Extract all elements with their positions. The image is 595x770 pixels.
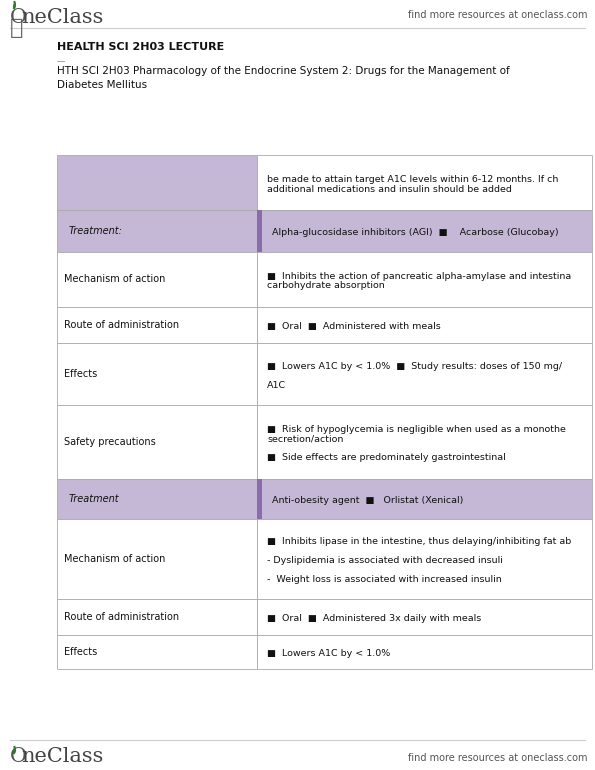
Bar <box>57 155 257 210</box>
Text: Anti-obesity agent  ■   Orlistat (Xenical): Anti-obesity agent ■ Orlistat (Xenical) <box>272 496 464 505</box>
Text: ■  Inhibits the action of pancreatic alpha-amylase and intestina: ■ Inhibits the action of pancreatic alph… <box>267 272 571 281</box>
Text: Mechanism of action: Mechanism of action <box>64 274 165 284</box>
Text: ■  Lowers A1C by < 1.0%  ■  Study results: doses of 150 mg/: ■ Lowers A1C by < 1.0% ■ Study results: … <box>267 362 562 370</box>
Text: O: O <box>10 8 27 27</box>
Bar <box>57 635 257 669</box>
Bar <box>57 405 257 479</box>
Text: HEALTH SCI 2H03 LECTURE: HEALTH SCI 2H03 LECTURE <box>57 42 224 52</box>
Text: ■  Risk of hypoglycemia is negligible when used as a monothe: ■ Risk of hypoglycemia is negligible whe… <box>267 425 566 434</box>
Bar <box>57 210 257 252</box>
Text: neClass: neClass <box>21 747 104 766</box>
Text: Effects: Effects <box>64 647 97 657</box>
Bar <box>257 635 592 669</box>
Polygon shape <box>14 3 15 8</box>
Text: -  Weight loss is associated with increased insulin: - Weight loss is associated with increas… <box>267 575 502 584</box>
Bar <box>57 343 257 405</box>
Text: ⓞ: ⓞ <box>10 18 23 38</box>
Text: HTH SCI 2H03 Pharmacology of the Endocrine System 2: Drugs for the Management of: HTH SCI 2H03 Pharmacology of the Endocri… <box>57 66 510 76</box>
Bar <box>257 155 592 210</box>
Bar <box>257 479 592 519</box>
Bar <box>257 343 592 405</box>
Text: carbohydrate absorption: carbohydrate absorption <box>267 282 385 290</box>
Text: ■  Oral  ■  Administered with meals: ■ Oral ■ Administered with meals <box>267 323 441 331</box>
Text: Treatment:: Treatment: <box>69 226 123 236</box>
Bar <box>257 599 592 635</box>
Bar <box>57 307 257 343</box>
Text: ■  Side effects are predominately gastrointestinal: ■ Side effects are predominately gastroi… <box>267 454 506 463</box>
Text: A1C: A1C <box>267 380 286 390</box>
Polygon shape <box>14 748 15 753</box>
Bar <box>57 599 257 635</box>
Text: Treatment: Treatment <box>69 494 120 504</box>
Text: ■  Inhibits lipase in the intestine, thus delaying/inhibiting fat ab: ■ Inhibits lipase in the intestine, thus… <box>267 537 571 546</box>
Bar <box>57 519 257 599</box>
Text: Route of administration: Route of administration <box>64 320 179 330</box>
Text: Alpha-glucosidase inhibitors (AGI)  ■    Acarbose (Glucobay): Alpha-glucosidase inhibitors (AGI) ■ Aca… <box>272 228 559 237</box>
Text: Route of administration: Route of administration <box>64 612 179 622</box>
Bar <box>257 210 262 252</box>
Bar <box>57 252 257 307</box>
Text: Safety precautions: Safety precautions <box>64 437 156 447</box>
Text: Mechanism of action: Mechanism of action <box>64 554 165 564</box>
Text: —: — <box>57 57 65 66</box>
Text: find more resources at oneclass.com: find more resources at oneclass.com <box>409 10 588 20</box>
Text: ■  Oral  ■  Administered 3x daily with meals: ■ Oral ■ Administered 3x daily with meal… <box>267 614 481 623</box>
Text: O: O <box>10 747 27 766</box>
Bar <box>257 252 592 307</box>
Text: be made to attain target A1C levels within 6-12 months. If ch: be made to attain target A1C levels with… <box>267 175 558 184</box>
Text: - Dyslipidemia is associated with decreased insuli: - Dyslipidemia is associated with decrea… <box>267 556 503 565</box>
Bar <box>257 519 592 599</box>
Bar <box>57 479 257 519</box>
Text: Diabetes Mellitus: Diabetes Mellitus <box>57 80 147 90</box>
Text: secretion/action: secretion/action <box>267 434 343 444</box>
Bar <box>257 405 592 479</box>
Bar <box>257 479 262 519</box>
Text: find more resources at oneclass.com: find more resources at oneclass.com <box>409 753 588 763</box>
Bar <box>257 210 592 252</box>
Text: ■  Lowers A1C by < 1.0%: ■ Lowers A1C by < 1.0% <box>267 649 390 658</box>
Text: Effects: Effects <box>64 369 97 379</box>
Bar <box>257 307 592 343</box>
Text: additional medications and insulin should be added: additional medications and insulin shoul… <box>267 185 512 193</box>
Text: neClass: neClass <box>21 8 104 27</box>
